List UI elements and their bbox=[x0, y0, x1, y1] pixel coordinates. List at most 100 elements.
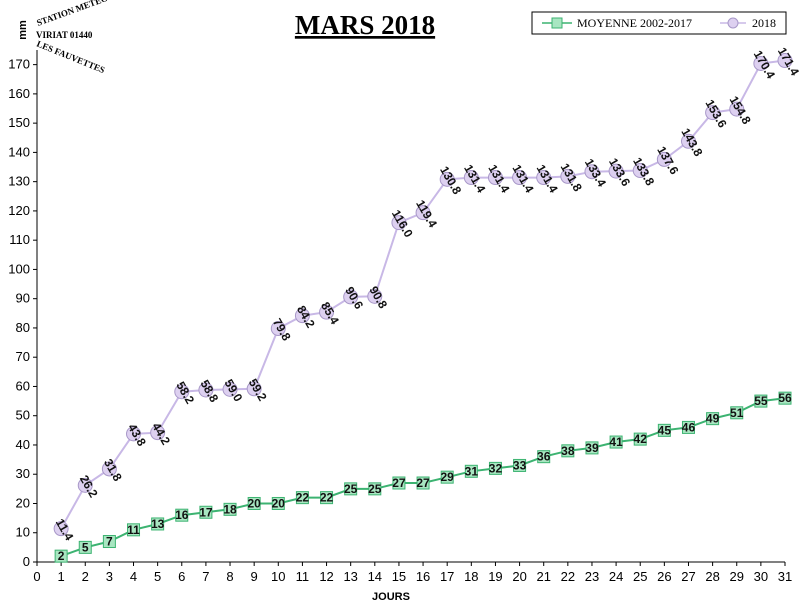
data-point bbox=[198, 382, 214, 398]
legend-label-2018: 2018 bbox=[752, 16, 776, 30]
data-point bbox=[175, 508, 189, 522]
data-point bbox=[440, 470, 454, 484]
data-label: 20 bbox=[272, 496, 286, 510]
data-point bbox=[295, 491, 309, 505]
data-point bbox=[223, 502, 237, 516]
data-point bbox=[632, 163, 648, 179]
data-point bbox=[151, 517, 165, 531]
data-point bbox=[753, 55, 769, 71]
data-label: 7 bbox=[106, 535, 113, 549]
data-label: 27 bbox=[392, 476, 406, 490]
data-point bbox=[102, 535, 116, 549]
x-tick-label: 14 bbox=[368, 569, 382, 584]
x-tick-label: 17 bbox=[440, 569, 454, 584]
data-point bbox=[294, 308, 310, 324]
data-point bbox=[584, 164, 600, 180]
x-tick-label: 9 bbox=[251, 569, 258, 584]
data-point bbox=[729, 101, 745, 117]
x-tick-label: 29 bbox=[730, 569, 744, 584]
data-point bbox=[680, 133, 696, 149]
axes: 0102030405060708090100110120130140150160… bbox=[8, 50, 792, 584]
data-label: 13 bbox=[151, 517, 165, 531]
logo-line1: STATION METEO bbox=[35, 0, 109, 28]
legend-box bbox=[531, 11, 787, 35]
data-label: 33 bbox=[513, 458, 527, 472]
y-tick-label: 20 bbox=[16, 495, 30, 510]
x-tick-label: 4 bbox=[130, 569, 137, 584]
data-point bbox=[319, 304, 335, 320]
x-tick-label: 2 bbox=[82, 569, 89, 584]
data-point bbox=[101, 461, 117, 477]
y-tick-label: 140 bbox=[8, 144, 30, 159]
logo-line3: LES FAUVETTES bbox=[35, 39, 106, 75]
data-point bbox=[706, 412, 720, 426]
chart-title: MARS 2018 bbox=[295, 10, 435, 40]
y-tick-label: 50 bbox=[16, 408, 30, 423]
x-tick-label: 23 bbox=[585, 569, 599, 584]
data-point bbox=[705, 105, 721, 121]
data-label: 55 bbox=[754, 394, 768, 408]
x-tick-label: 10 bbox=[271, 569, 285, 584]
x-tick-label: 18 bbox=[464, 569, 478, 584]
x-tick-label: 20 bbox=[512, 569, 526, 584]
data-label: 42 bbox=[634, 432, 648, 446]
y-tick-label: 170 bbox=[8, 57, 30, 72]
data-point bbox=[78, 540, 92, 554]
data-label: 17 bbox=[199, 505, 213, 519]
y-tick-label: 160 bbox=[8, 86, 30, 101]
legend-marker-2018 bbox=[727, 17, 739, 29]
x-tick-label: 27 bbox=[681, 569, 695, 584]
data-point bbox=[560, 168, 576, 184]
x-tick-label: 0 bbox=[33, 569, 40, 584]
data-point bbox=[150, 425, 166, 441]
data-point bbox=[392, 476, 406, 490]
data-label: 11 bbox=[127, 523, 140, 537]
x-tick-label: 3 bbox=[106, 569, 113, 584]
data-label: 38 bbox=[561, 444, 575, 458]
x-tick-label: 13 bbox=[343, 569, 357, 584]
data-label: 18 bbox=[223, 502, 237, 516]
x-tick-label: 28 bbox=[705, 569, 719, 584]
data-point bbox=[54, 549, 68, 563]
data-label: 20 bbox=[247, 496, 261, 510]
x-tick-label: 30 bbox=[754, 569, 768, 584]
y-tick-label: 60 bbox=[16, 378, 30, 393]
data-point bbox=[778, 391, 792, 405]
y-tick-label: 120 bbox=[8, 203, 30, 218]
x-tick-label: 5 bbox=[154, 569, 161, 584]
data-label: 36 bbox=[537, 450, 551, 464]
x-tick-label: 7 bbox=[202, 569, 209, 584]
y-tick-label: 70 bbox=[16, 349, 30, 364]
y-tick-label: 130 bbox=[8, 174, 30, 189]
data-point bbox=[126, 426, 142, 442]
data-point bbox=[656, 151, 672, 167]
data-label: 49 bbox=[706, 412, 720, 426]
data-point bbox=[609, 435, 623, 449]
data-point bbox=[271, 496, 285, 510]
data-label: 22 bbox=[320, 491, 334, 505]
y-axis-label: mm bbox=[17, 20, 29, 40]
x-axis-label: JOURS bbox=[372, 591, 410, 603]
legend: MOYENNE 2002-2017 2018 bbox=[531, 11, 787, 35]
x-tick-label: 11 bbox=[296, 569, 310, 584]
data-label: 51 bbox=[730, 406, 744, 420]
data-point bbox=[633, 432, 647, 446]
x-tick-label: 1 bbox=[58, 569, 65, 584]
x-tick-label: 24 bbox=[609, 569, 623, 584]
data-point bbox=[222, 381, 238, 397]
data-point bbox=[391, 215, 407, 231]
data-point bbox=[561, 444, 575, 458]
x-tick-label: 12 bbox=[319, 569, 333, 584]
y-tick-label: 10 bbox=[16, 525, 30, 540]
data-label: 32 bbox=[489, 461, 503, 475]
data-label: 2 bbox=[58, 549, 65, 563]
data-point bbox=[53, 521, 69, 537]
data-point bbox=[270, 321, 286, 337]
series-line bbox=[60, 59, 786, 530]
y-tick-label: 150 bbox=[8, 115, 30, 130]
x-tick-label: 6 bbox=[178, 569, 185, 584]
data-label: 25 bbox=[368, 482, 382, 496]
data-label: 41 bbox=[609, 435, 623, 449]
